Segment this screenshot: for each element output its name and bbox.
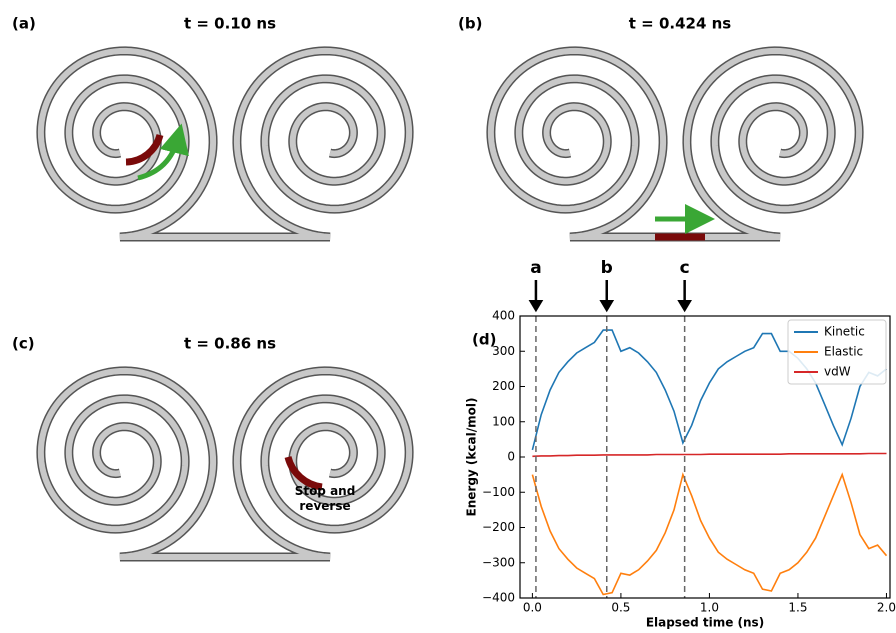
y-tick-label: −100 [482,485,515,499]
annotation: Stop and reverse [294,484,356,513]
series-line [531,329,887,451]
y-tick-label: 400 [492,309,515,323]
legend-label: Elastic [824,345,863,359]
y-tick-label: −200 [482,520,515,534]
panel-title: t = 0.424 ns [629,15,732,33]
panel-label: (c) [12,335,35,353]
panel-title: t = 0.10 ns [184,15,276,33]
panel-label: (a) [12,15,36,33]
x-tick-label: 1.0 [700,601,719,615]
highlight [284,455,323,491]
y-tick-label: 300 [492,344,515,358]
legend-label: Kinetic [824,325,865,339]
series-line [532,452,887,458]
y-tick-label: 100 [492,414,515,428]
y-axis-title: Energy (kcal/mol) [465,398,479,517]
x-tick-label: 0.5 [611,601,630,615]
x-axis-title: Elapsed time (ns) [646,616,764,630]
plot-frame [519,315,891,599]
track-fill [37,47,413,240]
marker-label: b [601,258,613,278]
track-fill [37,367,413,560]
panel-title: t = 0.86 ns [184,335,276,353]
x-tick-label: 2.0 [877,601,896,615]
panel-label: (b) [458,15,482,33]
marker-label: a [530,258,541,278]
y-tick-label: −400 [482,591,515,605]
annotation-box: Stop and reverse [294,484,356,513]
highlight [125,133,164,166]
x-tick-label: 1.5 [788,601,807,615]
legend-box [787,319,887,385]
legend-label: vdW [824,365,851,379]
x-tick-label: 0.0 [523,601,542,615]
y-tick-label: 200 [492,379,515,393]
motion-arrow [137,123,189,181]
y-tick-label: −300 [482,555,515,569]
marker-label: c [680,258,690,278]
spiral-tracks [36,46,864,562]
panel-label: (d) [472,331,496,349]
series-line [531,472,888,596]
energy-chart: −400 −300 −200 −100 0 100 200 300 400 0.0 0.5 1.0 1.… [482,258,896,615]
y-tick-label: 0 [507,450,515,464]
